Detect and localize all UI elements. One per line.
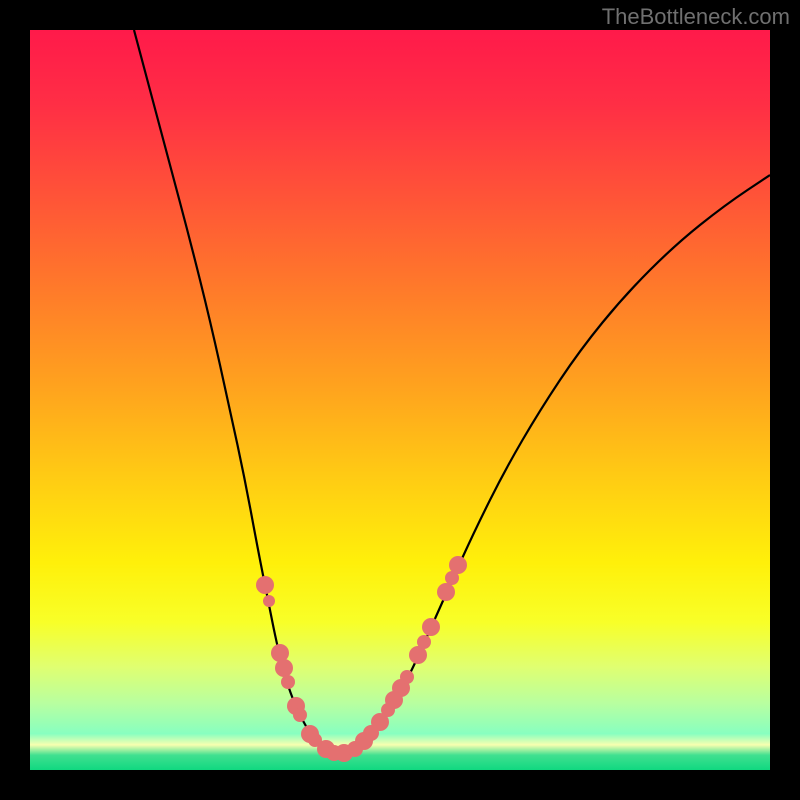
right-curve bbox=[338, 175, 770, 754]
data-marker bbox=[263, 595, 275, 607]
data-marker bbox=[422, 618, 440, 636]
data-marker bbox=[437, 583, 455, 601]
watermark-text: TheBottleneck.com bbox=[602, 4, 790, 30]
data-marker bbox=[449, 556, 467, 574]
data-marker bbox=[275, 659, 293, 677]
plot-area bbox=[30, 30, 770, 770]
data-marker bbox=[256, 576, 274, 594]
data-marker bbox=[400, 670, 414, 684]
data-marker bbox=[417, 635, 431, 649]
chart-overlay bbox=[30, 30, 770, 770]
data-markers bbox=[256, 556, 467, 762]
data-marker bbox=[293, 708, 307, 722]
left-curve bbox=[134, 30, 338, 754]
data-marker bbox=[281, 675, 295, 689]
